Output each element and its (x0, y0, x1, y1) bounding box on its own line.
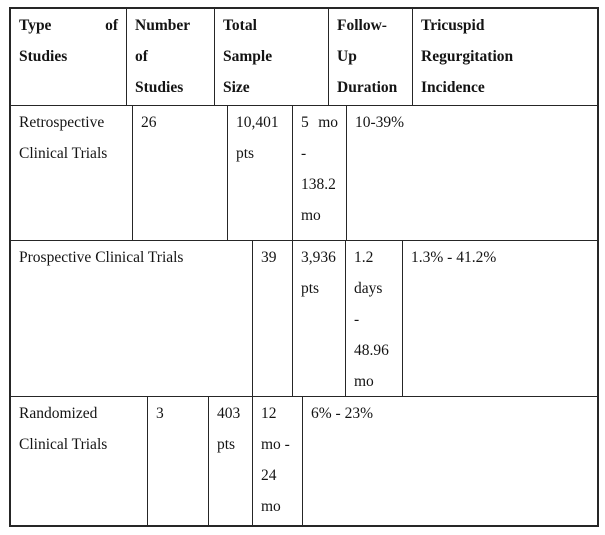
cell-total-sample-size: 10,401 pts (228, 106, 293, 240)
cell-line: Tricuspid (421, 17, 485, 34)
cell-line: 26 (141, 114, 157, 131)
header-cell-follow-up-duration: Follow- Up Duration (329, 9, 413, 105)
cell-line: Up (337, 48, 357, 65)
cell-line: Sample (223, 48, 273, 65)
header-cell-type-of-studies: Type of Studies (11, 9, 127, 105)
clinical-trials-summary-table: Type of Studies Number of Studies Total … (9, 7, 599, 527)
cell-line: Studies (135, 79, 184, 96)
cell-number-of-studies: 3 (148, 397, 209, 525)
cell-line: Total (223, 17, 257, 34)
cell-line: Incidence (421, 79, 485, 96)
cell-line: 6% - 23% (311, 405, 373, 422)
cell-follow-up-duration: 1.2 days - 48.96 mo (346, 241, 403, 396)
header-cell-tricuspid-regurgitation-incidence: Tricuspid Regurgitation Incidence (413, 9, 597, 105)
cell-follow-up-duration: 5 mo - 138.2 mo (293, 106, 347, 240)
cell-line: Size (223, 79, 250, 96)
cell-study-type: Randomized Clinical Trials (11, 397, 148, 525)
cell-total-sample-size: 3,936 pts (293, 241, 346, 396)
cell-line: Clinical Trials (19, 145, 108, 162)
cell-line: of (135, 48, 148, 65)
cell-incidence: 1.3% - 41.2% (403, 241, 597, 396)
cell-line: days (354, 280, 383, 297)
cell-line: 5 mo (301, 114, 338, 131)
cell-line: 138.2 (301, 176, 336, 193)
row-prospective-clinical-trials: Prospective Clinical Trials 39 3,936 pts… (11, 241, 597, 397)
cell-study-type: Retrospective Clinical Trials (11, 106, 133, 240)
cell-line: - (354, 311, 360, 328)
cell-line: 3 (156, 405, 164, 422)
cell-line: 39 (261, 249, 277, 266)
header-cell-total-sample-size: Total Sample Size (215, 9, 329, 105)
cell-line: mo - (261, 436, 290, 453)
cell-line: Studies (19, 48, 68, 65)
cell-line: pts (236, 145, 255, 162)
header-row: Type of Studies Number of Studies Total … (11, 9, 597, 106)
cell-line: 1.3% - 41.2% (411, 249, 497, 266)
cell-line: 10-39% (355, 114, 405, 131)
cell-study-type: Prospective Clinical Trials (11, 241, 253, 396)
cell-line: pts (217, 436, 236, 453)
cell-line: mo (261, 498, 281, 515)
document-page: Type of Studies Number of Studies Total … (9, 7, 599, 527)
cell-line: Number (135, 17, 191, 34)
cell-follow-up-duration: 12 mo - 24 mo (253, 397, 303, 525)
cell-total-sample-size: 403 pts (209, 397, 253, 525)
cell-line: 3,936 (301, 249, 336, 266)
row-retrospective-clinical-trials: Retrospective Clinical Trials 26 10,401 … (11, 106, 597, 241)
cell-line: 12 (261, 405, 277, 422)
cell-line: mo (301, 207, 321, 224)
cell-line: Duration (337, 79, 398, 96)
cell-incidence: 6% - 23% (303, 397, 597, 525)
cell-line: Retrospective (19, 114, 105, 131)
header-cell-number-of-studies: Number of Studies (127, 9, 215, 105)
cell-line: pts (301, 280, 320, 297)
cell-line: Prospective Clinical Trials (19, 249, 184, 266)
cell-line: 1.2 (354, 249, 374, 266)
cell-line: 24 (261, 467, 277, 484)
cell-line: Follow- (337, 17, 387, 34)
cell-line: Randomized (19, 405, 98, 422)
cell-number-of-studies: 39 (253, 241, 293, 396)
row-randomized-clinical-trials: Randomized Clinical Trials 3 403 pts 12 … (11, 397, 597, 525)
cell-line: mo (354, 373, 374, 390)
cell-number-of-studies: 26 (133, 106, 228, 240)
cell-line: 48.96 (354, 342, 389, 359)
cell-line: Type of (19, 17, 118, 34)
cell-line: Clinical Trials (19, 436, 108, 453)
cell-line: - (301, 145, 307, 162)
cell-line: Regurgitation (421, 48, 514, 65)
cell-incidence: 10-39% (347, 106, 597, 240)
cell-line: 403 (217, 405, 241, 422)
cell-line: 10,401 (236, 114, 279, 131)
